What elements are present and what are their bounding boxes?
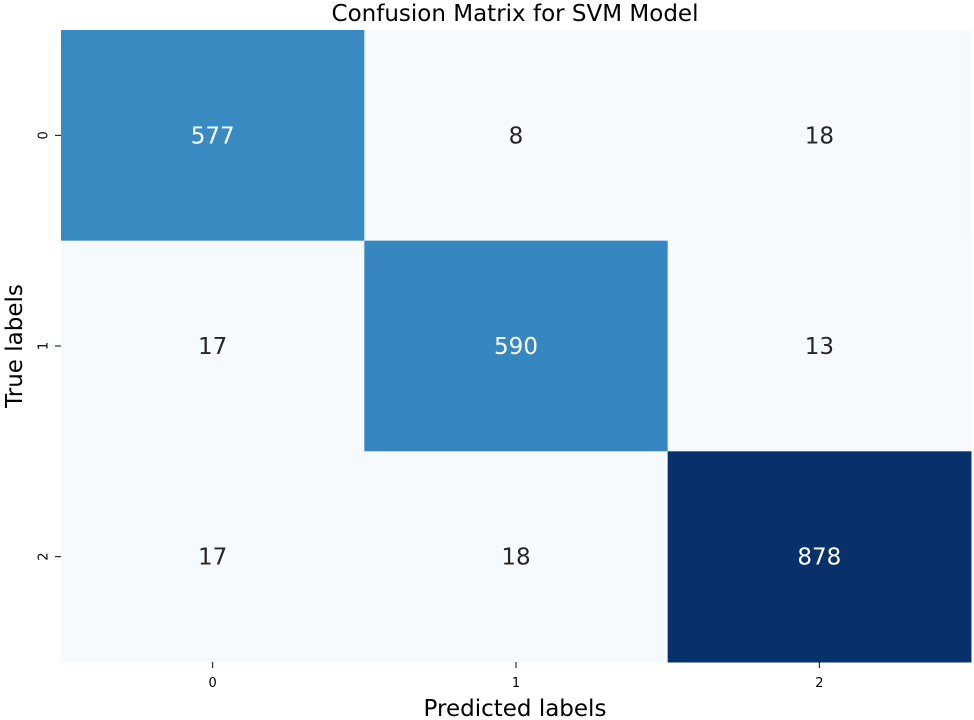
y-axis-label: True labels	[2, 284, 28, 409]
cell-value-label-1-2: 13	[805, 334, 834, 360]
heatmap-cell-0-2	[667, 30, 972, 242]
heatmap-cell-labels: 577 8 18 17 590 13 17 18 878	[191, 123, 842, 570]
cell-value-label-1-0: 17	[198, 334, 227, 360]
cell-value-label-2-1: 18	[501, 545, 530, 571]
x-tick-label-2: 2	[815, 676, 823, 691]
x-axis-label: Predicted labels	[424, 696, 607, 720]
heatmap-cell-1-0	[61, 240, 365, 452]
x-tick-label-0: 0	[209, 676, 217, 691]
heatmap-cell-0-1	[364, 30, 669, 242]
cell-value-label-2-0: 17	[198, 545, 227, 571]
y-tick-label-1: 1	[37, 342, 52, 350]
y-tick-label-2: 2	[37, 553, 52, 561]
x-axis-ticks: 0 1 2	[209, 662, 823, 691]
chart-title: Confusion Matrix for SVM Model	[332, 1, 699, 27]
heatmap-cell-2-2	[667, 451, 972, 663]
cell-value-label-2-2: 878	[797, 545, 841, 571]
y-axis-ticks: 0 1 2	[37, 131, 61, 561]
heatmap-cell-2-1	[364, 451, 669, 663]
x-tick-label-1: 1	[512, 676, 520, 691]
cell-value-label-0-2: 18	[805, 123, 834, 149]
y-tick-label-0: 0	[37, 131, 52, 139]
heatmap-cell-0-0	[61, 30, 365, 242]
heatmap-cell-1-2	[667, 240, 972, 452]
cell-value-label-0-0: 577	[191, 123, 235, 149]
cell-value-label-1-1: 590	[494, 334, 538, 360]
heatmap-cells	[61, 30, 972, 663]
heatmap-cell-2-0	[61, 451, 365, 663]
cell-value-label-0-1: 8	[509, 123, 524, 149]
heatmap-cell-1-1	[364, 240, 669, 452]
